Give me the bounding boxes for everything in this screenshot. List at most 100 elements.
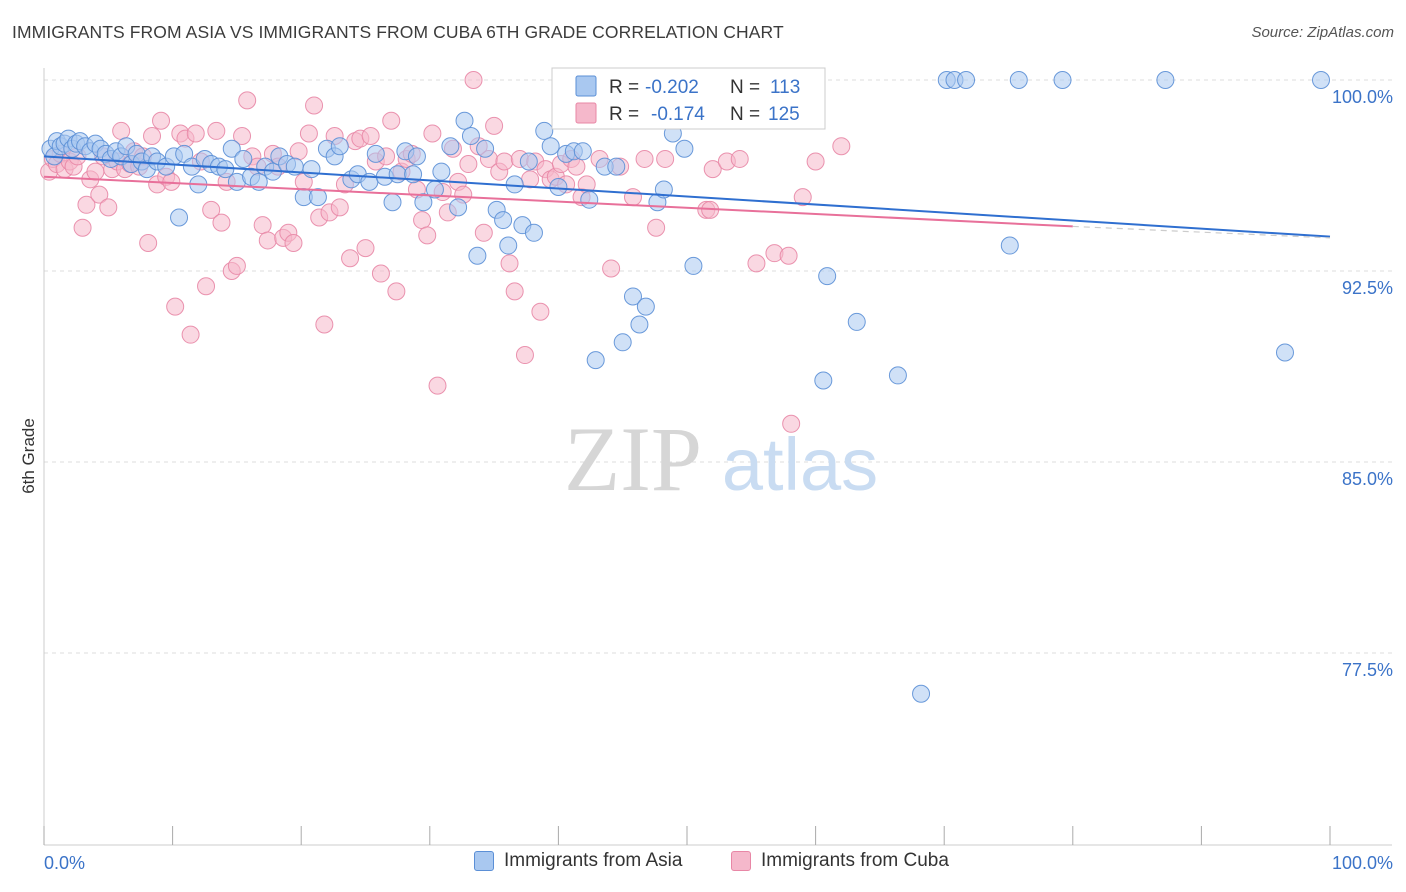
asia-point [1275, 343, 1294, 362]
asia-point [494, 211, 513, 230]
cuba-point [423, 124, 442, 143]
asia-point [441, 137, 460, 156]
asia-point [449, 198, 468, 217]
cuba-point [143, 127, 162, 146]
legend-item-asia[interactable]: Immigrants from Asia [474, 850, 682, 872]
cuba-point [832, 137, 851, 156]
y-tick-label: 77.5% [1342, 660, 1393, 680]
y-tick-label: 100.0% [1332, 87, 1393, 107]
asia-point [675, 139, 694, 158]
stats-cuba-n-label: N = [730, 104, 760, 125]
asia-point [654, 180, 673, 199]
cuba-point [77, 195, 96, 214]
asia-point [888, 366, 907, 385]
asia-point [580, 190, 599, 209]
asia-point [388, 165, 407, 184]
asia-point [407, 147, 426, 166]
cuba-point [202, 200, 221, 219]
cuba-point [623, 188, 642, 207]
asia-point [586, 351, 605, 370]
legend-swatch-asia [474, 851, 494, 871]
cuba-point [485, 116, 504, 135]
asia-point [814, 371, 833, 390]
cuba-point [361, 127, 380, 146]
asia-point [519, 152, 538, 171]
cuba-point [500, 254, 519, 273]
axes [43, 68, 1392, 846]
asia-point [366, 144, 385, 163]
cuba-point [238, 91, 257, 110]
asia-point [636, 297, 655, 316]
cuba-point [197, 277, 216, 296]
asia-point [957, 71, 976, 89]
asia-point [308, 188, 327, 207]
cuba-point [299, 124, 318, 143]
cuba-point [413, 211, 432, 230]
cuba-point [474, 223, 493, 242]
asia-point [912, 684, 931, 703]
cuba-point [382, 111, 401, 130]
asia-point [607, 157, 626, 176]
cuba-point [284, 233, 303, 252]
asia-point [1009, 71, 1028, 89]
cuba-point [305, 96, 324, 115]
asia-point [818, 267, 837, 286]
cuba-point [730, 149, 749, 168]
cuba-point [112, 121, 131, 140]
cuba-point [99, 198, 118, 217]
cuba-point [152, 111, 171, 130]
chart-title: IMMIGRANTS FROM ASIA VS IMMIGRANTS FROM … [12, 22, 784, 42]
cuba-point [505, 282, 524, 301]
asia-point [499, 236, 518, 255]
asia-point [1000, 236, 1019, 255]
cuba-point [387, 282, 406, 301]
cuba-point [793, 188, 812, 207]
cuba-trend-extension [1072, 225, 1331, 239]
asia-point [222, 139, 241, 158]
cuba-point [806, 152, 825, 171]
legend-swatch-cuba [731, 851, 751, 871]
y-tick-label: 85.0% [1342, 469, 1393, 489]
asia-point [541, 137, 560, 156]
cuba-point [459, 155, 478, 174]
asia-point [1053, 71, 1072, 89]
asia-point [613, 333, 632, 352]
legend-label-asia: Immigrants from Asia [504, 850, 683, 871]
cuba-point [418, 226, 437, 245]
cuba-point [139, 233, 158, 252]
cuba-point [227, 256, 246, 275]
legend-label-cuba: Immigrants from Cuba [761, 850, 949, 871]
legend-item-cuba[interactable]: Immigrants from Cuba [731, 850, 949, 872]
stats-cuba-r-label: R = [609, 104, 639, 125]
y-axis-label: 6th Grade [19, 418, 38, 494]
asia-point [847, 312, 866, 331]
x-tick-label-max: 100.0% [1332, 853, 1393, 873]
cuba-point [747, 254, 766, 273]
asia-point [383, 193, 402, 212]
stats-asia-n-label: N = [730, 77, 760, 98]
cuba-point [495, 152, 514, 171]
cuba-point [656, 149, 675, 168]
asia-point [455, 111, 474, 130]
stats-box-frame [551, 67, 826, 130]
asia-point [1156, 71, 1175, 89]
cuba-point [258, 231, 277, 250]
zipatlas-watermark: ZIP atlas [564, 408, 878, 510]
asia-point [468, 246, 487, 265]
cuba-point [356, 239, 375, 258]
cuba-point [602, 259, 621, 278]
cuba-point [207, 121, 226, 140]
cuba-point [181, 325, 200, 344]
asia-trend-line [43, 155, 1331, 238]
cuba-point [233, 127, 252, 146]
cuba-point [515, 346, 534, 365]
cuba-point [86, 162, 105, 181]
stats-cuba-n-value: 125 [768, 104, 800, 125]
cuba-point [647, 218, 666, 237]
cuba-point [782, 414, 801, 433]
stats-cuba-swatch [575, 102, 597, 124]
asia-point [630, 315, 649, 334]
cuba-point [464, 71, 483, 89]
asia-point [330, 137, 349, 156]
cuba-point [371, 264, 390, 283]
